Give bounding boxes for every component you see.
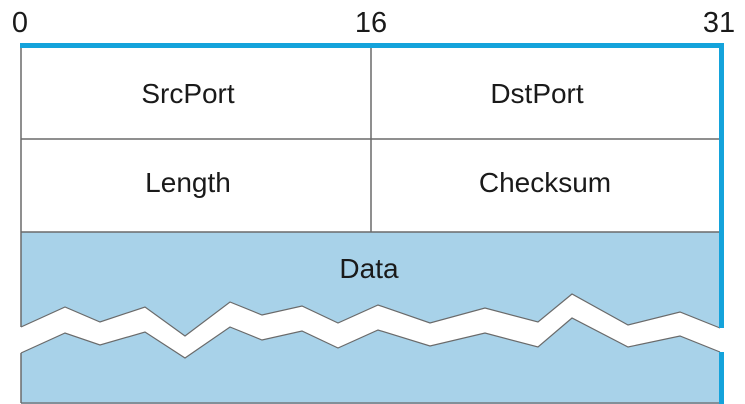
field-dstport: DstPort bbox=[490, 78, 584, 109]
data-area-upper bbox=[21, 232, 720, 336]
data-area-lower bbox=[21, 318, 720, 404]
field-data: Data bbox=[339, 253, 399, 284]
tear-upper-edge bbox=[20, 293, 721, 337]
field-checksum: Checksum bbox=[479, 167, 611, 198]
right-accent-border-upper bbox=[719, 43, 724, 328]
bit-marker-31: 31 bbox=[703, 7, 735, 39]
field-length: Length bbox=[145, 167, 231, 198]
tear-lower-edge bbox=[20, 317, 721, 359]
top-accent-border bbox=[20, 43, 724, 48]
bit-marker-16: 16 bbox=[355, 7, 387, 39]
field-srcport: SrcPort bbox=[141, 78, 235, 109]
right-accent-border-lower bbox=[719, 352, 724, 404]
bit-marker-0: 0 bbox=[12, 7, 28, 39]
